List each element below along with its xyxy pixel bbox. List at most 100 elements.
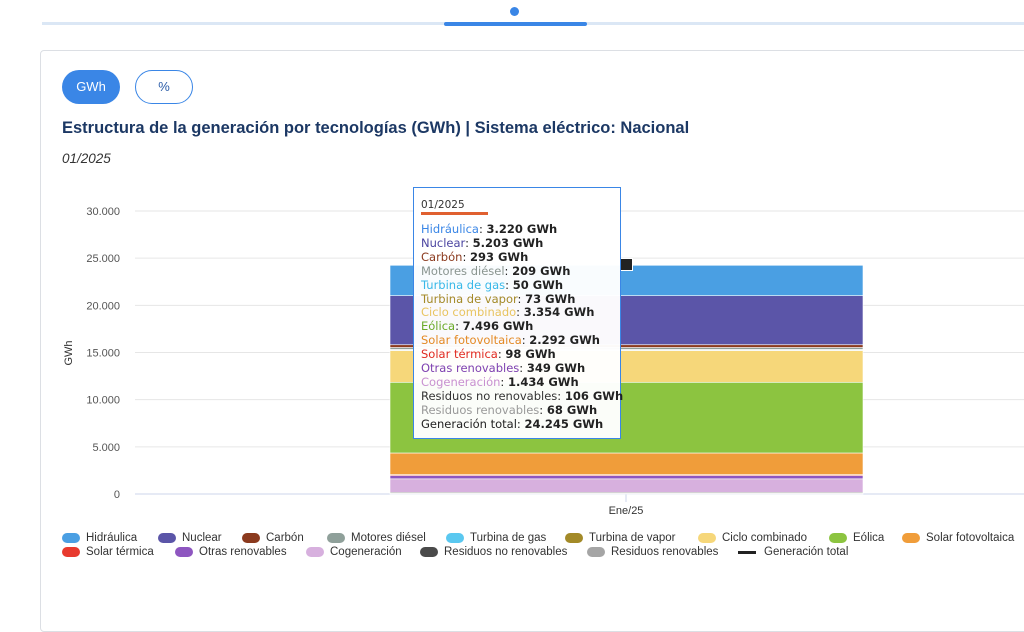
legend-item[interactable]: Turbina de gas <box>446 532 546 544</box>
legend-item[interactable]: Otras renovables <box>175 546 287 558</box>
legend-swatch <box>62 547 80 557</box>
legend-swatch <box>158 533 176 543</box>
legend-item[interactable]: Eólica <box>829 532 884 544</box>
legend-label: Nuclear <box>182 532 222 544</box>
y-axis-label: GWh <box>63 340 75 365</box>
tooltip-row: Residuos no renovables: 106 GWh <box>421 388 623 404</box>
tooltip-separator: : <box>455 319 463 334</box>
legend-item[interactable]: Ciclo combinado <box>698 532 807 544</box>
tooltip-separator: : <box>521 333 530 348</box>
legend-swatch <box>698 533 716 543</box>
legend-item[interactable]: Hidráulica <box>62 532 137 544</box>
tooltip-series-name: Eólica <box>421 319 456 334</box>
legend-swatch <box>175 547 193 557</box>
legend-label: Solar fotovoltaica <box>926 532 1015 544</box>
tooltip-value: 3.220 GWh <box>486 222 558 236</box>
y-tick-label: 30.000 <box>86 206 120 218</box>
tooltip-series-name: Carbón <box>421 249 463 264</box>
tooltip-row: Turbina de gas: 50 GWh <box>421 277 623 293</box>
tab-active-indicator[interactable] <box>444 22 587 26</box>
y-tick-label: 5.000 <box>92 442 120 454</box>
tooltip-separator: : <box>462 249 470 264</box>
legend-swatch <box>242 533 260 543</box>
tooltip-series-name: Residuos renovables <box>421 402 540 417</box>
tooltip-value: 50 GWh <box>512 277 564 292</box>
tooltip-series-name: Residuos no renovables <box>421 388 558 403</box>
tooltip-separator: : <box>478 222 487 236</box>
tooltip-value: 98 GWh <box>505 347 556 362</box>
tooltip-series-name: Solar fotovoltaica <box>421 333 522 348</box>
tooltip-row: Otras renovables: 349 GWh <box>421 361 623 376</box>
tooltip-series-name: Motores diésel <box>421 263 505 278</box>
tooltip-value: 5.203 GWh <box>472 235 544 250</box>
legend-label: Generación total <box>764 546 849 558</box>
legend-item[interactable]: Residuos renovables <box>587 546 718 558</box>
chart-title: Estructura de la generación por tecnolog… <box>62 119 690 137</box>
legend-label: Cogeneración <box>330 546 402 558</box>
tooltip-series-name: Cogeneración <box>421 374 501 389</box>
legend-item[interactable]: Turbina de vapor <box>565 532 676 544</box>
tooltip-value: 2.292 GWh <box>529 333 600 348</box>
legend-item[interactable]: Solar térmica <box>62 546 154 558</box>
legend-label: Motores diésel <box>351 532 426 544</box>
unit-percent-button[interactable]: % <box>135 70 193 104</box>
unit-gwh-button[interactable]: GWh <box>62 70 120 104</box>
tooltip-row: Hidráulica: 3.220 GWh <box>421 222 623 237</box>
tooltip-row: Generación total: 24.245 GWh <box>421 416 623 432</box>
tooltip-series-name: Generación total <box>421 416 517 431</box>
legend-item[interactable]: Residuos no renovables <box>420 546 567 558</box>
legend-swatch <box>327 533 345 543</box>
y-tick-label: 10.000 <box>86 395 120 407</box>
carousel-dot[interactable] <box>510 7 519 16</box>
tooltip-rows: Hidráulica: 3.220 GWh Nuclear: 5.203 GWh C… <box>421 222 623 432</box>
tooltip-value: 68 GWh <box>546 402 598 417</box>
tooltip-separator: : <box>519 361 527 376</box>
legend-label: Turbina de gas <box>470 532 547 544</box>
tooltip-separator: : <box>516 416 525 431</box>
tooltip-date-underline <box>421 212 488 215</box>
tooltip-separator: : <box>465 235 473 250</box>
legend-swatch <box>565 533 583 543</box>
legend-label: Turbina de vapor <box>589 532 676 544</box>
tooltip-series-name: Turbina de gas <box>421 277 506 292</box>
tooltip-series-name: Otras renovables <box>421 361 520 376</box>
tooltip-value: 209 GWh <box>512 263 571 278</box>
legend-item[interactable]: Carbón <box>242 532 304 544</box>
legend-swatch <box>587 547 605 557</box>
chart-subtitle: 01/2025 <box>62 151 111 166</box>
legend-item[interactable]: Solar fotovoltaica <box>902 532 1014 544</box>
tooltip-row: Motores diésel: 209 GWh <box>421 263 623 279</box>
tooltip-separator: : <box>539 402 547 417</box>
tooltip-row: Turbina de vapor: 73 GWh <box>421 291 623 307</box>
y-tick-label: 20.000 <box>86 300 120 312</box>
tooltip-separator: : <box>500 374 508 389</box>
bar-segment-cogeneración <box>389 478 864 493</box>
legend-swatch <box>62 533 80 543</box>
legend-swatch <box>446 533 464 543</box>
legend-item[interactable]: Generación total <box>738 546 848 558</box>
tooltip-series-name: Ciclo combinado <box>421 305 517 320</box>
tooltip-separator: : <box>505 277 513 292</box>
tooltip-row: Solar térmica: 98 GWh <box>421 347 623 362</box>
legend-label: Otras renovables <box>199 546 287 558</box>
tooltip-series-name: Turbina de vapor <box>421 291 518 306</box>
tooltip-row: Residuos renovables: 68 GWh <box>421 402 623 418</box>
legend-swatch <box>902 533 920 543</box>
legend-item[interactable]: Cogeneración <box>306 546 402 558</box>
legend-label: Ciclo combinado <box>722 532 808 544</box>
legend-item[interactable]: Nuclear <box>158 532 222 544</box>
tooltip-value: 1.434 GWh <box>507 374 579 389</box>
tooltip-row: Ciclo combinado: 3.354 GWh <box>421 305 623 320</box>
tooltip-separator: : <box>517 291 526 306</box>
tooltip-value: 24.245 GWh <box>524 416 604 431</box>
legend-swatch <box>738 550 756 554</box>
tooltip-date: 01/2025 <box>421 199 465 211</box>
legend-swatch <box>420 547 438 557</box>
legend-item[interactable]: Motores diésel <box>327 532 426 544</box>
legend-swatch <box>829 533 847 543</box>
tooltip-separator: : <box>557 388 565 403</box>
legend-label: Residuos renovables <box>611 546 719 558</box>
tooltip-value: 349 GWh <box>526 361 586 376</box>
tooltip-value: 293 GWh <box>469 249 529 264</box>
tooltip-value: 7.496 GWh <box>462 319 534 334</box>
